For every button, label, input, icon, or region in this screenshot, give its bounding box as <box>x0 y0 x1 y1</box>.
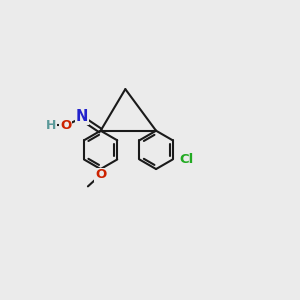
Text: Cl: Cl <box>180 153 194 166</box>
Text: H: H <box>46 119 57 132</box>
Text: O: O <box>95 168 106 181</box>
Text: N: N <box>76 109 88 124</box>
Text: O: O <box>60 119 71 132</box>
